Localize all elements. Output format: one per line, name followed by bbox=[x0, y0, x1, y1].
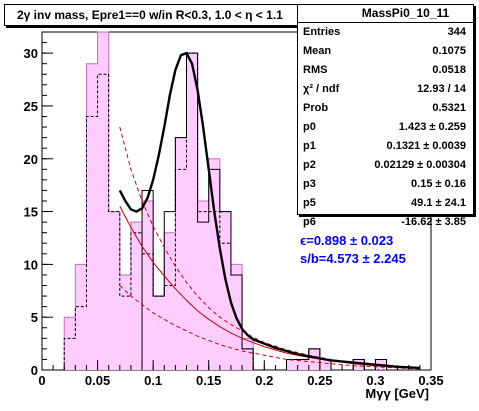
y-tick-label: 30 bbox=[24, 46, 38, 61]
stats-row-p1: p1 0.1321 ± 0.0039 bbox=[298, 137, 473, 156]
histogram-bar bbox=[108, 211, 120, 370]
x-tick-label: 0.15 bbox=[196, 373, 221, 388]
histogram-bar bbox=[308, 348, 320, 370]
stats-value: 0.0518 bbox=[432, 64, 466, 76]
stats-value: 1.423 ± 0.259 bbox=[398, 121, 466, 133]
x-tick-label: 0.1 bbox=[144, 373, 162, 388]
stats-box-name: MassPi0_10_11 bbox=[298, 5, 473, 23]
y-tick-label: 25 bbox=[24, 99, 38, 114]
stats-value: 0.1075 bbox=[432, 45, 466, 57]
histogram-bar bbox=[130, 222, 143, 370]
stats-value: 344 bbox=[447, 26, 466, 38]
stats-row-p6: p6 -16.62 ± 3.85 bbox=[298, 213, 473, 232]
signal-background-text: s/b=4.573 ± 2.245 bbox=[300, 251, 406, 266]
stats-value: 0.15 ± 0.16 bbox=[411, 178, 466, 190]
histogram-bar bbox=[219, 211, 231, 370]
histogram-bar bbox=[97, 32, 109, 370]
stats-label: χ² / ndf bbox=[303, 83, 340, 95]
stats-label: p0 bbox=[303, 121, 316, 133]
stats-label: Prob bbox=[303, 102, 329, 114]
stats-row-entries: Entries 344 bbox=[298, 23, 473, 42]
histogram-bar bbox=[153, 296, 165, 370]
stats-label: p5 bbox=[303, 197, 316, 209]
stats-row-p2: p2 0.02129 ± 0.00304 bbox=[298, 156, 473, 175]
histogram-bar bbox=[208, 158, 220, 370]
histogram-bar bbox=[197, 201, 209, 370]
stats-value: 12.93 / 14 bbox=[417, 83, 466, 95]
stats-value: 0.02129 ± 0.00304 bbox=[374, 159, 466, 171]
stats-label: p1 bbox=[303, 140, 316, 152]
histogram-bar bbox=[86, 63, 98, 370]
stats-row-chi2: χ² / ndf 12.93 / 14 bbox=[298, 80, 473, 99]
stats-row-p5: p5 49.1 ± 24.1 bbox=[298, 194, 473, 213]
y-tick-label: 5 bbox=[31, 310, 38, 325]
histogram-bar bbox=[175, 137, 187, 370]
stats-value: 49.1 ± 24.1 bbox=[411, 197, 466, 209]
x-tick-label: 0.25 bbox=[307, 373, 332, 388]
y-tick-label: 0 bbox=[31, 363, 38, 378]
stats-label: p3 bbox=[303, 178, 316, 190]
stats-row-rms: RMS 0.0518 bbox=[298, 61, 473, 80]
stats-box: MassPi0_10_11 Entries 344 Mean 0.1075 RMS 0… bbox=[297, 4, 474, 228]
y-tick-label: 20 bbox=[24, 152, 38, 167]
x-tick-label: 0 bbox=[38, 373, 45, 388]
stats-value: 0.1321 ± 0.0039 bbox=[386, 140, 466, 152]
histogram-bar bbox=[164, 232, 176, 370]
efficiency-text: ϵ=0.898 ± 0.023 bbox=[300, 233, 394, 248]
stats-row-p3: p3 0.15 ± 0.16 bbox=[298, 175, 473, 194]
histogram-bar bbox=[186, 53, 198, 370]
histogram-bar bbox=[286, 359, 298, 370]
y-tick-label: 10 bbox=[24, 257, 38, 272]
histogram-bar bbox=[297, 359, 309, 370]
stats-row-prob: Prob 0.5321 bbox=[298, 99, 473, 118]
histogram-bar bbox=[64, 317, 76, 370]
y-tick-label: 15 bbox=[24, 205, 38, 220]
x-tick-label: 0.2 bbox=[255, 373, 273, 388]
background-lower-curve bbox=[119, 285, 420, 370]
stats-label: Mean bbox=[303, 45, 332, 57]
x-tick-label: 0.35 bbox=[418, 373, 443, 388]
stats-row-mean: Mean 0.1075 bbox=[298, 42, 473, 61]
fit-annotation: ϵ=0.898 ± 0.023 s/b=4.573 ± 2.245 bbox=[300, 232, 406, 268]
histogram-bar bbox=[75, 264, 87, 370]
histogram-bar bbox=[242, 338, 254, 370]
histogram-bar bbox=[142, 201, 154, 370]
histogram-bar bbox=[353, 359, 365, 370]
stats-row-p0: p0 1.423 ± 0.259 bbox=[298, 118, 473, 137]
x-axis-label: Mγγ [GeV] bbox=[365, 386, 429, 401]
histogram-bar bbox=[319, 359, 331, 370]
chart-title: 2γ inv mass, Epre1==0 w/in R<0.3, 1.0 < … bbox=[4, 4, 334, 26]
x-tick-label: 0.05 bbox=[85, 373, 110, 388]
stats-label: p6 bbox=[303, 216, 316, 228]
stats-label: p2 bbox=[303, 159, 316, 171]
histogram-bar bbox=[119, 274, 131, 370]
stats-value: 0.5321 bbox=[432, 102, 466, 114]
stats-value: -16.62 ± 3.85 bbox=[401, 216, 466, 228]
stats-label: RMS bbox=[303, 64, 328, 76]
x-tick-label: 0.3 bbox=[366, 373, 384, 388]
stats-label: Entries bbox=[303, 26, 341, 38]
fit-curve bbox=[118, 51, 420, 370]
